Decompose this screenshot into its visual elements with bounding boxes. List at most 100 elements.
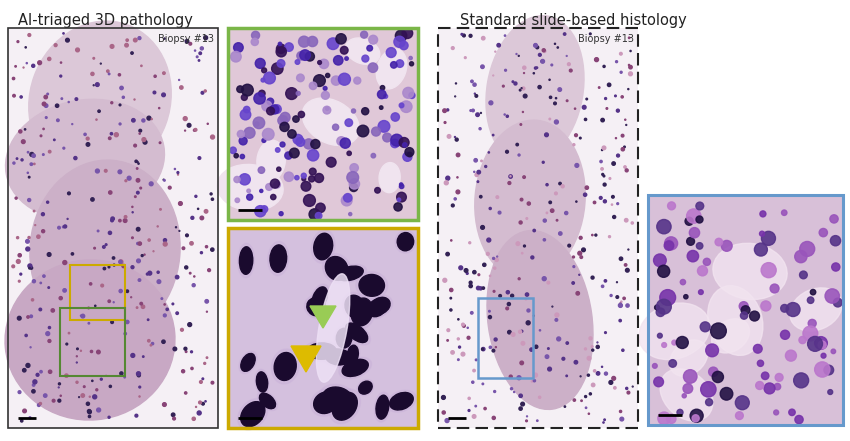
Circle shape — [474, 159, 478, 162]
Circle shape — [454, 198, 456, 200]
Circle shape — [819, 341, 826, 349]
Circle shape — [119, 260, 122, 263]
Circle shape — [456, 138, 458, 141]
Circle shape — [831, 349, 836, 354]
Circle shape — [28, 34, 31, 37]
Circle shape — [469, 281, 472, 284]
Circle shape — [321, 91, 329, 99]
Circle shape — [147, 319, 149, 321]
Circle shape — [25, 129, 26, 130]
Circle shape — [141, 254, 143, 257]
Circle shape — [547, 367, 552, 371]
Ellipse shape — [376, 395, 388, 419]
Circle shape — [98, 110, 100, 112]
Ellipse shape — [322, 254, 351, 283]
Circle shape — [658, 265, 670, 277]
Circle shape — [531, 381, 533, 382]
Circle shape — [533, 315, 535, 316]
Circle shape — [172, 303, 173, 305]
Circle shape — [81, 394, 84, 397]
Circle shape — [602, 285, 604, 288]
Ellipse shape — [371, 297, 390, 314]
Circle shape — [68, 333, 70, 334]
Circle shape — [687, 237, 694, 245]
Circle shape — [486, 252, 490, 255]
Circle shape — [568, 244, 570, 247]
Circle shape — [59, 383, 60, 385]
Circle shape — [48, 287, 49, 288]
Circle shape — [278, 116, 287, 125]
Circle shape — [507, 330, 511, 334]
Circle shape — [604, 372, 608, 375]
Circle shape — [266, 183, 273, 191]
Text: AI-triaged 3D pathology: AI-triaged 3D pathology — [18, 13, 193, 28]
Circle shape — [456, 153, 460, 157]
Circle shape — [30, 315, 32, 318]
Circle shape — [211, 381, 213, 384]
Circle shape — [390, 62, 397, 68]
Circle shape — [30, 347, 31, 348]
Circle shape — [625, 119, 626, 120]
Circle shape — [394, 203, 402, 211]
Circle shape — [42, 102, 46, 106]
Ellipse shape — [5, 260, 175, 420]
Circle shape — [499, 295, 502, 297]
Circle shape — [254, 93, 265, 104]
Ellipse shape — [303, 98, 360, 146]
Circle shape — [506, 150, 508, 153]
Circle shape — [13, 162, 15, 164]
Circle shape — [113, 264, 115, 266]
Circle shape — [48, 340, 51, 342]
Circle shape — [609, 178, 611, 179]
Circle shape — [471, 80, 473, 82]
Circle shape — [75, 98, 77, 101]
Circle shape — [382, 133, 392, 142]
Ellipse shape — [314, 233, 332, 260]
Circle shape — [760, 231, 764, 236]
Circle shape — [201, 252, 202, 254]
Circle shape — [683, 295, 688, 299]
Circle shape — [677, 336, 688, 348]
Circle shape — [603, 65, 605, 67]
Circle shape — [52, 400, 55, 402]
Circle shape — [547, 348, 549, 349]
Ellipse shape — [368, 295, 393, 316]
Circle shape — [799, 336, 806, 344]
Circle shape — [546, 183, 548, 186]
Circle shape — [457, 359, 459, 360]
Circle shape — [205, 401, 207, 402]
Circle shape — [93, 57, 94, 59]
Circle shape — [575, 164, 579, 167]
Circle shape — [557, 47, 558, 48]
Circle shape — [95, 169, 99, 173]
Circle shape — [538, 53, 541, 56]
Circle shape — [314, 173, 324, 183]
Ellipse shape — [268, 242, 289, 276]
Circle shape — [147, 116, 150, 120]
Circle shape — [60, 75, 62, 77]
Circle shape — [542, 49, 545, 52]
Circle shape — [184, 117, 187, 120]
Circle shape — [286, 88, 298, 100]
Circle shape — [234, 153, 238, 158]
Circle shape — [599, 197, 602, 199]
Circle shape — [100, 63, 101, 64]
Circle shape — [139, 386, 140, 388]
Circle shape — [483, 263, 486, 266]
Circle shape — [255, 122, 259, 126]
Circle shape — [184, 392, 187, 394]
Circle shape — [48, 253, 51, 256]
Circle shape — [476, 113, 479, 116]
Circle shape — [612, 162, 615, 165]
Circle shape — [446, 109, 449, 111]
Circle shape — [206, 246, 207, 248]
Ellipse shape — [711, 319, 750, 353]
Circle shape — [198, 157, 201, 159]
Circle shape — [65, 38, 70, 42]
Circle shape — [545, 133, 548, 137]
Circle shape — [620, 257, 623, 261]
Circle shape — [507, 115, 508, 117]
Circle shape — [168, 186, 171, 189]
Circle shape — [391, 113, 399, 121]
Circle shape — [140, 187, 142, 189]
